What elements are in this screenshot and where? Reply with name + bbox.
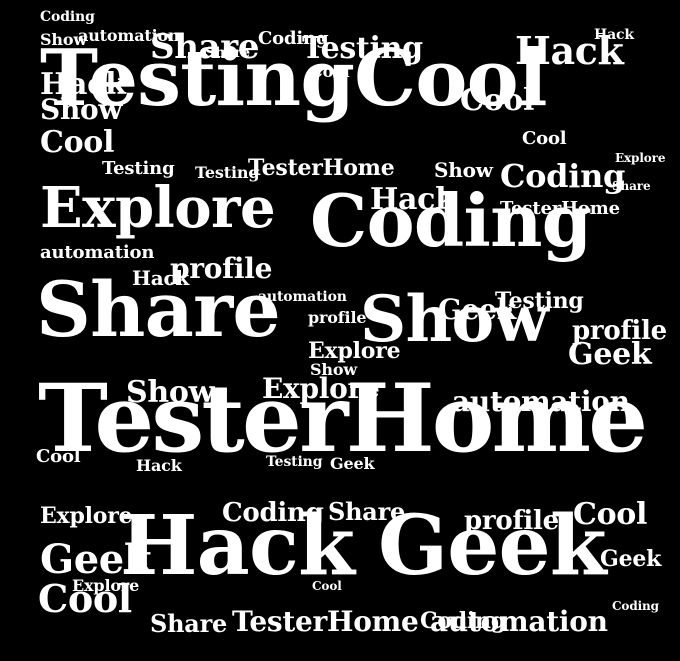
word-testingcool: TestingCool bbox=[40, 33, 548, 124]
word-share: Share bbox=[612, 179, 651, 193]
word-hack: Hack bbox=[515, 28, 624, 73]
word-explore: Explore bbox=[40, 503, 133, 529]
word-hack: Hack bbox=[120, 498, 355, 594]
word-coding: Coding bbox=[40, 9, 95, 25]
word-cool: Cool bbox=[38, 576, 132, 621]
word-testing: Testing bbox=[102, 158, 175, 179]
word-automation: automation bbox=[78, 26, 180, 45]
word-show: Show bbox=[40, 93, 123, 126]
word-show: Show bbox=[360, 282, 549, 357]
word-automation: automation bbox=[40, 242, 155, 263]
word-cool: Cool bbox=[460, 83, 535, 118]
word-testerhome: TesterHome bbox=[500, 198, 620, 219]
word-profile: profile bbox=[308, 308, 367, 327]
word-hack: Hack bbox=[40, 67, 126, 102]
word-show: Show bbox=[40, 30, 87, 49]
word-coding: Coding bbox=[612, 599, 659, 613]
word-testerhome: TesterHome bbox=[248, 155, 395, 181]
word-coding: Coding bbox=[258, 28, 329, 49]
word-testing: Testing bbox=[495, 288, 584, 314]
word-testing: Testing bbox=[195, 163, 260, 182]
word-hack: Hack bbox=[370, 182, 456, 217]
word-explore: Explore bbox=[72, 576, 140, 595]
word-testing: Testing bbox=[266, 454, 323, 470]
word-testerhome: TesterHome bbox=[38, 364, 648, 474]
word-coding: Coding bbox=[310, 178, 592, 263]
word-automation: automation bbox=[430, 605, 608, 638]
word-profile: profile bbox=[464, 506, 559, 536]
word-profile: profile bbox=[170, 252, 273, 285]
word-explore: Explore bbox=[615, 151, 666, 165]
word-share: Share bbox=[150, 609, 228, 638]
word-explore: Explore bbox=[40, 175, 276, 241]
word-show: Show bbox=[310, 360, 357, 379]
word-cool: Cool bbox=[40, 125, 115, 160]
word-share: Share bbox=[328, 497, 406, 526]
word-share: Share bbox=[150, 27, 260, 67]
word-cool: Cool bbox=[310, 62, 350, 81]
word-share: Share bbox=[36, 265, 281, 354]
word-coding: Coding bbox=[500, 157, 626, 195]
word-geek: Geek bbox=[378, 498, 607, 594]
word-profile: profile bbox=[572, 316, 667, 346]
word-hack: Hack bbox=[594, 27, 634, 43]
word-hack: Hack bbox=[136, 456, 182, 475]
word-testerhome: TesterHome bbox=[232, 605, 419, 638]
word-share: Share bbox=[205, 45, 250, 61]
word-automation: automation bbox=[452, 385, 630, 418]
word-geek: Geek bbox=[40, 536, 152, 583]
word-hack: Hack bbox=[132, 266, 190, 290]
word-cool: Cool bbox=[36, 446, 81, 467]
word-cool: Cool bbox=[522, 128, 567, 149]
word-explore: Explore bbox=[262, 372, 380, 405]
word-geek: Geek bbox=[330, 454, 375, 473]
word-automation: automation bbox=[258, 289, 347, 305]
word-cool: Cool bbox=[573, 497, 648, 532]
word-show: Show bbox=[126, 375, 215, 410]
word-explore: Explore bbox=[308, 338, 401, 364]
word-coding: Coding bbox=[222, 498, 324, 528]
word-cool: Cool bbox=[312, 579, 342, 593]
word-geek: Geek bbox=[600, 546, 662, 572]
word-geek: Geek bbox=[438, 293, 516, 326]
word-coding: Coding bbox=[420, 608, 506, 634]
word-geek: Geek bbox=[568, 337, 652, 372]
word-testing: Testing bbox=[302, 31, 423, 66]
word-show: Show bbox=[434, 158, 493, 182]
